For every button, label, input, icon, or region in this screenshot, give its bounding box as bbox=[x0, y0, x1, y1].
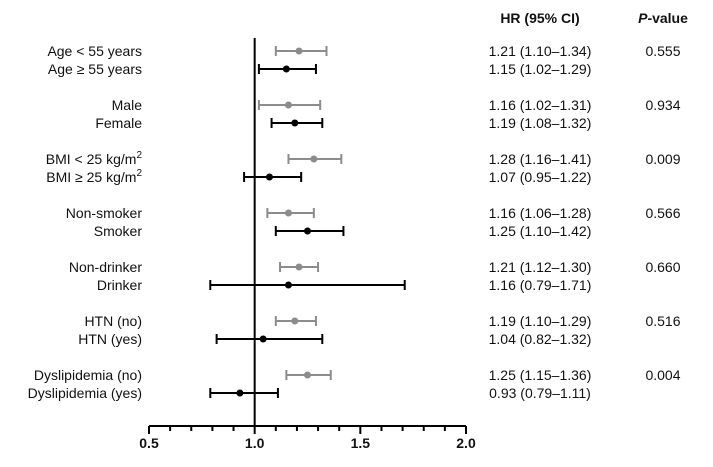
row-label: BMI ≥ 25 kg/m2 bbox=[46, 168, 142, 185]
x-tick-label: 0.5 bbox=[139, 435, 159, 451]
hr-ci-text: 1.16 (0.79–1.71) bbox=[489, 277, 592, 293]
hr-point bbox=[291, 317, 299, 325]
p-value: 0.516 bbox=[645, 313, 680, 329]
hr-ci-text: 1.28 (1.16–1.41) bbox=[489, 151, 592, 167]
hr-ci-text: 1.19 (1.10–1.29) bbox=[489, 313, 592, 329]
row-label-text: Non-drinker bbox=[69, 259, 142, 275]
row-label: Non-drinker bbox=[69, 259, 142, 275]
p-value-header-p: P bbox=[638, 10, 648, 26]
hr-header: HR (95% CI) bbox=[500, 10, 579, 26]
row-label: Male bbox=[112, 97, 143, 113]
row-label: Dyslipidemia (yes) bbox=[28, 385, 142, 401]
x-tick-label: 1.5 bbox=[351, 435, 371, 451]
hr-point bbox=[304, 227, 311, 235]
row-label: Smoker bbox=[94, 223, 143, 239]
row-label-text: Age ≥ 55 years bbox=[48, 61, 142, 77]
row-label: HTN (yes) bbox=[78, 331, 142, 347]
hr-point bbox=[284, 209, 292, 217]
p-value: 0.660 bbox=[645, 259, 680, 275]
row-label-text: Dyslipidemia (yes) bbox=[28, 385, 142, 401]
hr-point bbox=[284, 101, 292, 109]
x-axis: 0.5 1.0 1.5 2.0 bbox=[139, 425, 476, 451]
hr-point bbox=[282, 65, 290, 73]
hr-ci-text: 1.19 (1.08–1.32) bbox=[489, 115, 592, 131]
x-tick-label: 1.0 bbox=[245, 435, 265, 451]
row-label-text: Drinker bbox=[97, 277, 142, 293]
row-label-text: BMI < 25 kg/m bbox=[46, 151, 137, 167]
row-label-text: Dyslipidemia (no) bbox=[34, 367, 142, 383]
hr-ci-text: 1.04 (0.82–1.32) bbox=[489, 331, 592, 347]
hr-point bbox=[291, 119, 299, 127]
row-label: Non-smoker bbox=[66, 205, 143, 221]
hr-ci-text: 1.21 (1.10–1.34) bbox=[489, 43, 592, 59]
hr-point bbox=[310, 155, 318, 163]
row-label: Age < 55 years bbox=[47, 43, 142, 59]
row-label: HTN (no) bbox=[84, 313, 142, 329]
x-tick-label: 2.0 bbox=[456, 435, 476, 451]
row-label: Drinker bbox=[97, 277, 142, 293]
row-label-superscript: 2 bbox=[136, 168, 142, 179]
p-value-header-rest: -value bbox=[647, 10, 688, 26]
hr-point bbox=[295, 263, 303, 271]
row-label-text: BMI ≥ 25 kg/m bbox=[46, 169, 136, 185]
hr-ci-text: 1.25 (1.10–1.42) bbox=[489, 223, 592, 239]
p-value: 0.566 bbox=[645, 205, 680, 221]
row-label-text: Non-smoker bbox=[66, 205, 143, 221]
row-label: BMI < 25 kg/m2 bbox=[46, 150, 143, 167]
hr-point bbox=[236, 389, 244, 397]
hr-ci-text: 1.15 (1.02–1.29) bbox=[489, 61, 592, 77]
row-label-text: HTN (no) bbox=[84, 313, 142, 329]
row-label: Dyslipidemia (no) bbox=[34, 367, 142, 383]
row-label-text: Smoker bbox=[94, 223, 143, 239]
hr-point bbox=[295, 47, 303, 55]
hr-ci-text: 1.16 (1.02–1.31) bbox=[489, 97, 592, 113]
p-value: 0.009 bbox=[645, 151, 680, 167]
row-label-superscript: 2 bbox=[136, 150, 142, 161]
p-value: 0.555 bbox=[645, 43, 680, 59]
row-label-text: HTN (yes) bbox=[78, 331, 142, 347]
hr-point bbox=[304, 371, 311, 379]
hr-point bbox=[259, 335, 267, 343]
p-value: 0.004 bbox=[645, 367, 680, 383]
row-label-text: Age < 55 years bbox=[47, 43, 142, 59]
hr-ci-text: 1.07 (0.95–1.22) bbox=[489, 169, 592, 185]
hr-ci-text: 1.25 (1.15–1.36) bbox=[489, 367, 592, 383]
hr-ci-text: 1.21 (1.12–1.30) bbox=[489, 259, 592, 275]
p-value-header: P-value bbox=[638, 10, 688, 26]
rows-layer: Age < 55 years 1.21 (1.10–1.34) Age ≥ 55 y… bbox=[28, 38, 681, 426]
row-label-text: Male bbox=[112, 97, 143, 113]
row-label: Age ≥ 55 years bbox=[48, 61, 142, 77]
hr-ci-text: 1.16 (1.06–1.28) bbox=[489, 205, 592, 221]
hr-ci-text: 0.93 (0.79–1.11) bbox=[489, 385, 591, 401]
hr-point bbox=[265, 173, 273, 181]
hr-point bbox=[284, 281, 292, 289]
p-value: 0.934 bbox=[645, 97, 680, 113]
row-label-text: Female bbox=[95, 115, 142, 131]
row-label: Female bbox=[95, 115, 142, 131]
